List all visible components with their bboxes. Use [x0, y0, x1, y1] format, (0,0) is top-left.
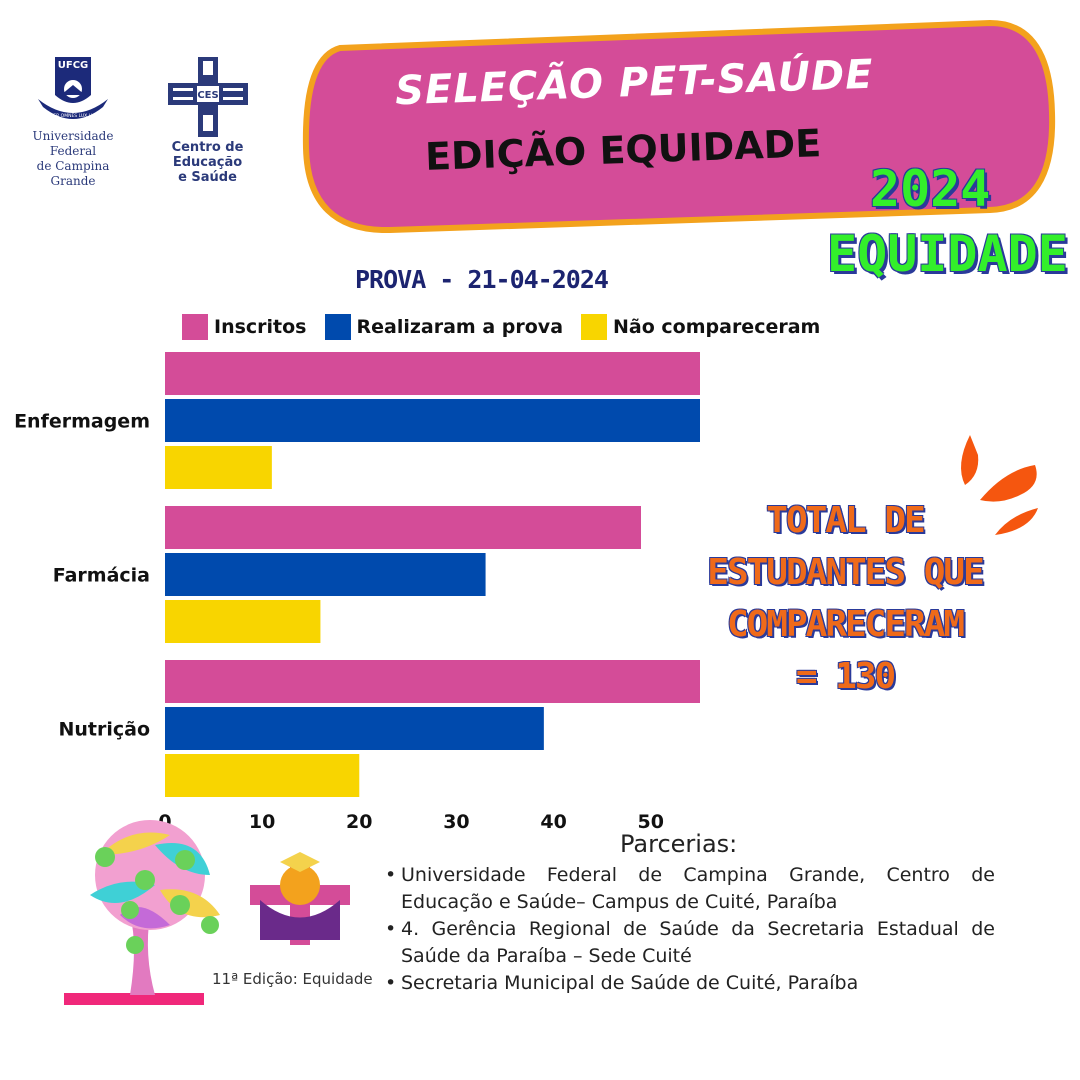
- tree-logo-icon: [64, 820, 220, 1005]
- ces-logo: CES Centro de Educação e Saúde: [140, 55, 275, 185]
- category-label-enfermagem: Enfermagem: [14, 411, 150, 433]
- ufcg-motto: SUPER OMNES LUX LUCIS: [44, 113, 101, 119]
- legend-swatch-nao-compareceram: [581, 314, 608, 340]
- x-tick-label: 40: [540, 811, 566, 833]
- pet-saude-logo-icon: [250, 852, 350, 945]
- legend-item-inscritos: Inscritos: [182, 314, 307, 340]
- chart-legend: Inscritos Realizaram a prova Não compare…: [182, 313, 838, 341]
- parceria-item: 4. Gerência Regional de Saúde da Secreta…: [385, 916, 995, 970]
- x-tick-label: 10: [249, 811, 275, 833]
- legend-label-inscritos: Inscritos: [214, 316, 307, 338]
- legend-item-nao-compareceram: Não compareceram: [581, 314, 820, 340]
- bar-farmacia-inscritos: [165, 506, 641, 549]
- parceria-item: Universidade Federal de Campina Grande, …: [385, 862, 995, 916]
- category-label-farmacia: Farmácia: [53, 565, 150, 587]
- parcerias-title: Parcerias:: [620, 830, 738, 858]
- legend-item-realizaram: Realizaram a prova: [324, 314, 564, 340]
- category-labels: Enfermagem Farmácia Nutrição: [14, 411, 150, 741]
- ufcg-emblem-icon: UFCG SUPER OMNES LUX LUCIS: [38, 57, 108, 119]
- bar-nutricao-nao-compareceram: [165, 754, 360, 797]
- equidade-stamp: EQUIDADE: [827, 225, 1068, 283]
- x-tick-label: 20: [346, 811, 372, 833]
- ces-caption: Centro de Educação e Saúde: [171, 140, 244, 185]
- parcerias-list: Universidade Federal de Campina Grande, …: [385, 862, 995, 997]
- x-tick-label: 50: [637, 811, 663, 833]
- title-banner: [302, 19, 1056, 233]
- x-tick-label: 30: [443, 811, 469, 833]
- bar-group: [165, 352, 700, 797]
- ufcg-acronym: UFCG: [58, 60, 89, 71]
- category-label-nutricao: Nutrição: [58, 719, 150, 741]
- bar-enfermagem-nao-compareceram: [165, 446, 272, 489]
- legend-label-realizaram: Realizaram a prova: [356, 316, 564, 338]
- ces-cross-icon: CES: [167, 57, 248, 137]
- bar-enfermagem-realizaram-a-prova: [165, 399, 700, 442]
- ufcg-logo: UFCG SUPER OMNES LUX LUCIS Universidade …: [18, 55, 128, 188]
- chart-title: PROVA - 21-04-2024: [355, 265, 609, 294]
- total-attended-text: TOTAL DE ESTUDANTES QUE COMPARECERAM = 1…: [707, 500, 984, 697]
- ces-acronym: CES: [197, 90, 218, 101]
- legend-swatch-inscritos: [182, 314, 208, 340]
- legend-label-nao-compareceram: Não compareceram: [613, 316, 821, 338]
- bar-farmacia-realizaram-a-prova: [165, 553, 486, 596]
- parceria-item: Secretaria Municipal de Saúde de Cuité, …: [385, 970, 995, 997]
- bar-enfermagem-inscritos: [165, 352, 700, 395]
- bar-farmacia-nao-compareceram: [165, 600, 321, 643]
- edition-caption: 11ª Edição: Equidade: [212, 970, 373, 988]
- legend-swatch-realizaram: [324, 314, 351, 340]
- bar-nutricao-inscritos: [165, 660, 700, 703]
- year-stamp: 2024: [870, 160, 991, 218]
- splash-icon: [961, 435, 1038, 535]
- bar-nutricao-realizaram-a-prova: [165, 707, 544, 750]
- ufcg-caption: Universidade Federal de Campina Grande: [32, 129, 114, 188]
